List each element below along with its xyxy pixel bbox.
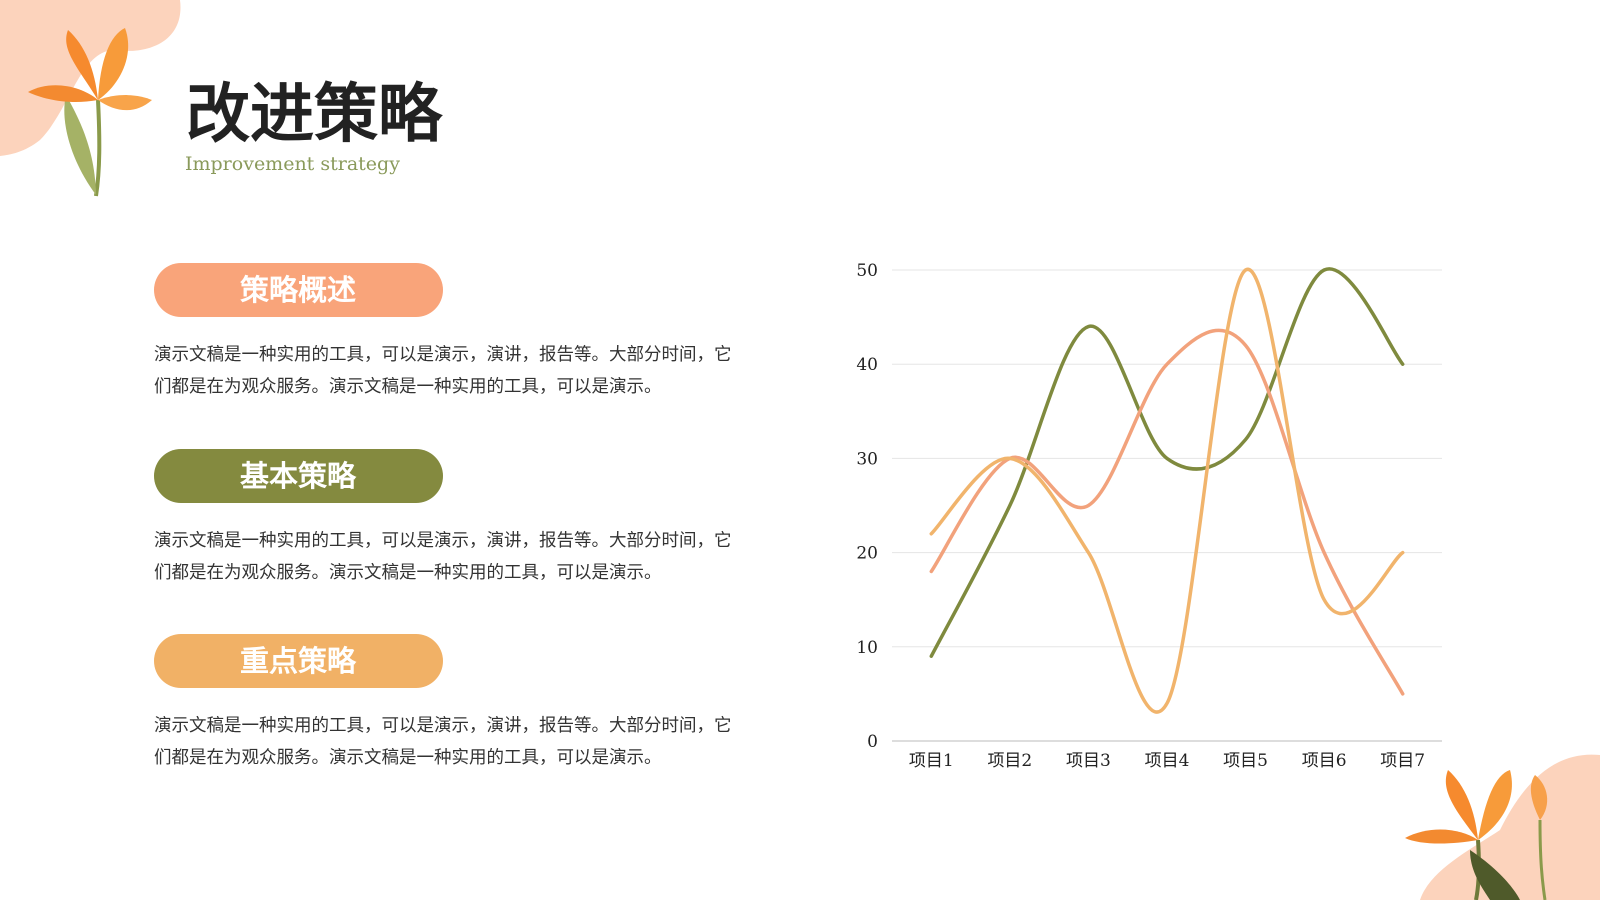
x-tick-label: 项目7 [1380,751,1425,771]
y-tick-label: 30 [856,449,878,469]
y-tick-label: 50 [856,261,878,281]
x-tick-label: 项目3 [1066,751,1111,771]
decor-blob [1420,754,1600,900]
series-line [929,328,1405,696]
section-body: 演示文稿是一种实用的工具，可以是演示，演讲，报告等。大部分时间，它 [154,716,732,736]
subtitle: Improvement strategy [185,153,400,175]
section-pill [154,634,443,688]
x-tick-label: 项目2 [987,751,1032,771]
section-body: 们都是在为观众服务。演示文稿是一种实用的工具，可以是演示。 [154,563,662,583]
section-body: 们都是在为观众服务。演示文稿是一种实用的工具，可以是演示。 [154,748,662,768]
section-heading: 策略概述 [240,273,356,307]
section-body: 演示文稿是一种实用的工具，可以是演示，演讲，报告等。大部分时间，它 [154,345,732,365]
series-line [929,267,1405,714]
x-tick-label: 项目5 [1223,751,1268,771]
y-tick-label: 40 [856,355,878,375]
decor-flower [28,28,152,197]
section-heading: 基本策略 [240,459,357,493]
section-body: 演示文稿是一种实用的工具，可以是演示，演讲，报告等。大部分时间，它 [154,531,732,551]
series-line [929,267,1405,658]
x-tick-label: 项目4 [1145,751,1190,771]
x-tick-label: 项目1 [909,751,954,771]
y-tick-label: 10 [856,638,878,658]
decor-blob [0,0,181,156]
section-heading: 重点策略 [240,644,357,678]
x-tick-label: 项目6 [1302,751,1347,771]
y-tick-label: 0 [867,732,878,752]
decor-flower [1405,770,1548,900]
section-body: 们都是在为观众服务。演示文稿是一种实用的工具，可以是演示。 [154,377,662,397]
title: 改进策略 [186,77,443,152]
section-pill [154,449,443,503]
section-pill [154,263,443,317]
y-tick-label: 20 [856,544,878,564]
